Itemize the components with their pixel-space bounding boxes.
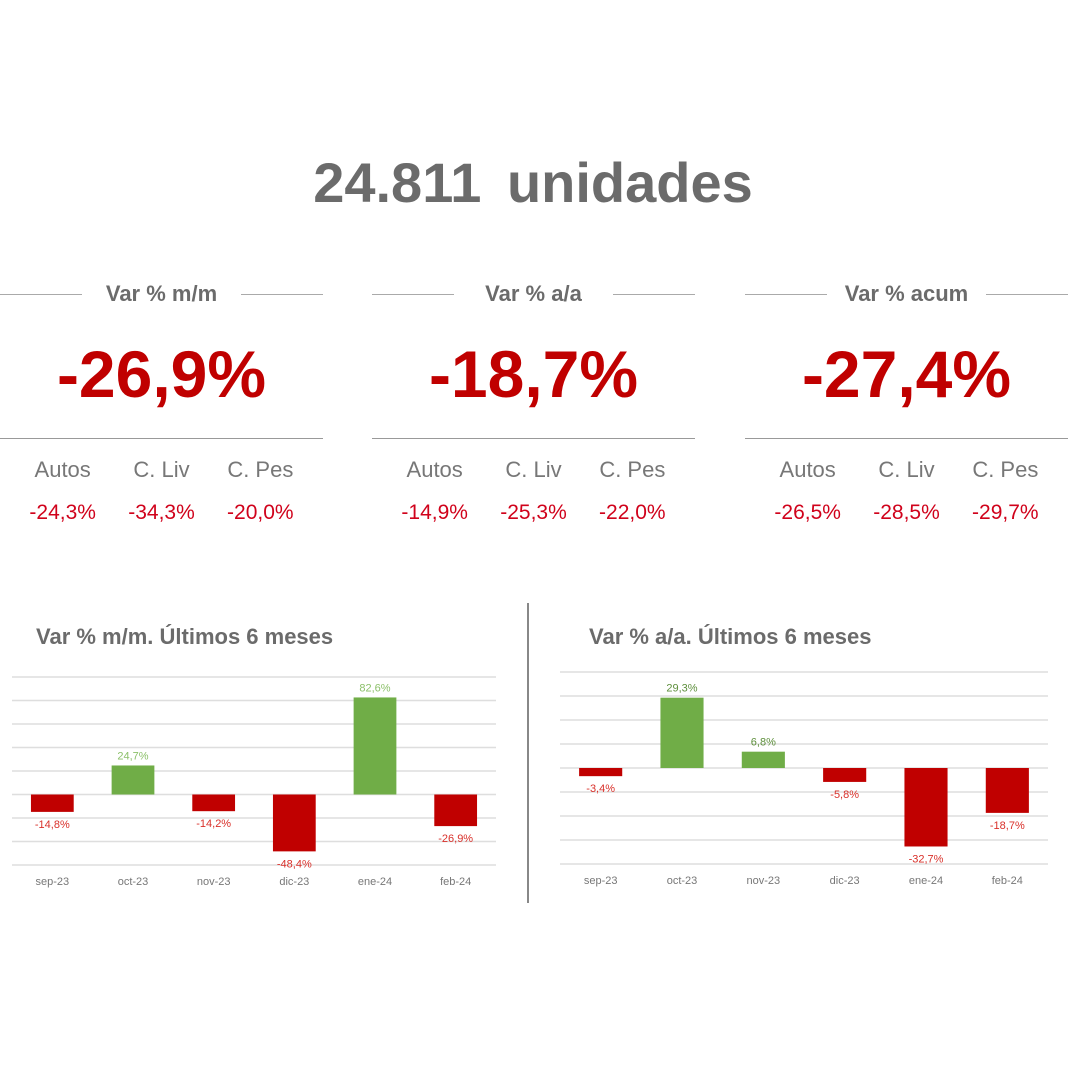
sub-value: -29,7% [972,501,1039,524]
sub-label: C. Liv [133,457,190,482]
kpi-var-acum: Var % acum -27,4% Autos -26,5% C. Liv -28,… [745,278,1068,525]
bar-sep-23 [579,768,623,777]
chart-title-aa: Var % a/a. Últimos 6 meses [589,624,872,649]
sub-value: -14,9% [401,501,468,524]
kpi-label: Var % m/m [105,281,218,306]
sub-label: C. Pes [599,457,666,482]
x-tick-label: nov-23 [197,876,231,888]
sub-label: Autos [406,457,463,482]
data-label: -14,8% [35,819,70,831]
data-label: 24,7% [117,750,148,762]
data-label: -48,4% [277,858,312,870]
sub-value: -28,5% [873,501,940,524]
bar-nov-23 [192,794,236,812]
x-tick-label: ene-24 [358,876,392,888]
bar-dic-23 [272,794,316,852]
sub-label: C. Pes [972,457,1039,482]
data-label: -5,8% [830,789,859,801]
kpi-var-aa: Var % a/a -18,7% Autos -14,9% C. Liv -25,3… [372,278,695,525]
x-tick-label: sep-23 [584,875,618,887]
kpi-value: -27,4% [801,337,1012,411]
vertical-divider [527,603,529,903]
divider [372,438,695,439]
data-label: -26,9% [438,833,473,845]
x-tick-label: dic-23 [830,875,860,887]
sub-label: Autos [34,457,91,482]
kpi-var-mm: Var % m/m -26,9% Autos -24,3% C. Liv -34,3… [0,278,323,525]
divider [745,438,1068,439]
data-label: 29,3% [666,683,697,695]
x-tick-label: feb-24 [992,875,1023,887]
kpi-value: -18,7% [428,337,639,411]
x-tick-label: sep-23 [36,876,70,888]
bar-oct-23 [111,765,155,795]
total-units-title: 24.811 unidades [313,151,753,214]
x-tick-label: nov-23 [747,875,781,887]
bar-feb-24 [985,768,1029,813]
bar-dic-23 [823,768,867,782]
bar-ene-24 [353,697,397,795]
x-tick-label: ene-24 [909,875,943,887]
sub-value: -34,3% [128,501,195,524]
sub-value: -22,0% [599,501,666,524]
kpi-value: -26,9% [56,337,267,411]
sub-label: C. Liv [505,457,562,482]
chart-title-mm: Var % m/m. Últimos 6 meses [36,624,334,649]
bar-feb-24 [434,794,478,827]
x-tick-label: oct-23 [118,876,149,888]
bar-nov-23 [741,751,785,768]
sub-value: -20,0% [227,501,294,524]
bar-oct-23 [660,697,704,768]
sub-label: C. Pes [227,457,294,482]
kpi-label: Var % acum [844,281,969,306]
sub-value: -25,3% [500,501,567,524]
data-label: -3,4% [586,783,615,795]
x-tick-label: feb-24 [440,876,471,888]
kpi-label: Var % a/a [485,281,582,306]
data-label: -14,2% [196,818,231,830]
sub-label: C. Liv [878,457,935,482]
x-tick-label: dic-23 [279,876,309,888]
data-label: -18,7% [990,820,1025,832]
sub-label: Autos [779,457,836,482]
x-tick-label: oct-23 [667,875,698,887]
data-label: 6,8% [751,737,776,749]
sub-value: -26,5% [774,501,841,524]
divider [0,438,323,439]
data-label: -32,7% [909,853,944,865]
data-label: 82,6% [359,682,390,694]
bar-ene-24 [904,768,948,847]
bar-sep-23 [30,794,74,812]
sub-value: -24,3% [29,501,96,524]
